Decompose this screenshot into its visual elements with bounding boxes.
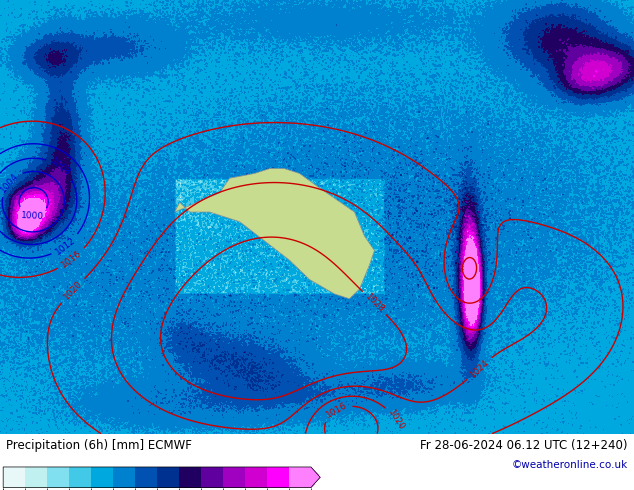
Text: 1024: 1024: [468, 357, 491, 379]
Text: 1016: 1016: [325, 400, 349, 419]
Text: ©weatheronline.co.uk: ©weatheronline.co.uk: [512, 460, 628, 469]
Text: 1012: 1012: [54, 235, 77, 256]
Text: 1028: 1028: [363, 292, 386, 315]
Polygon shape: [175, 169, 375, 299]
Text: 1020: 1020: [62, 279, 84, 302]
Text: 1008: 1008: [49, 157, 73, 178]
Text: Precipitation (6h) [mm] ECMWF: Precipitation (6h) [mm] ECMWF: [6, 439, 192, 452]
Text: Fr 28-06-2024 06.12 UTC (12+240): Fr 28-06-2024 06.12 UTC (12+240): [420, 439, 628, 452]
Text: 1004: 1004: [0, 171, 20, 194]
Text: 1000: 1000: [21, 211, 44, 221]
Text: 1020: 1020: [386, 409, 406, 433]
PathPatch shape: [311, 467, 320, 488]
Text: 1016: 1016: [60, 249, 84, 270]
